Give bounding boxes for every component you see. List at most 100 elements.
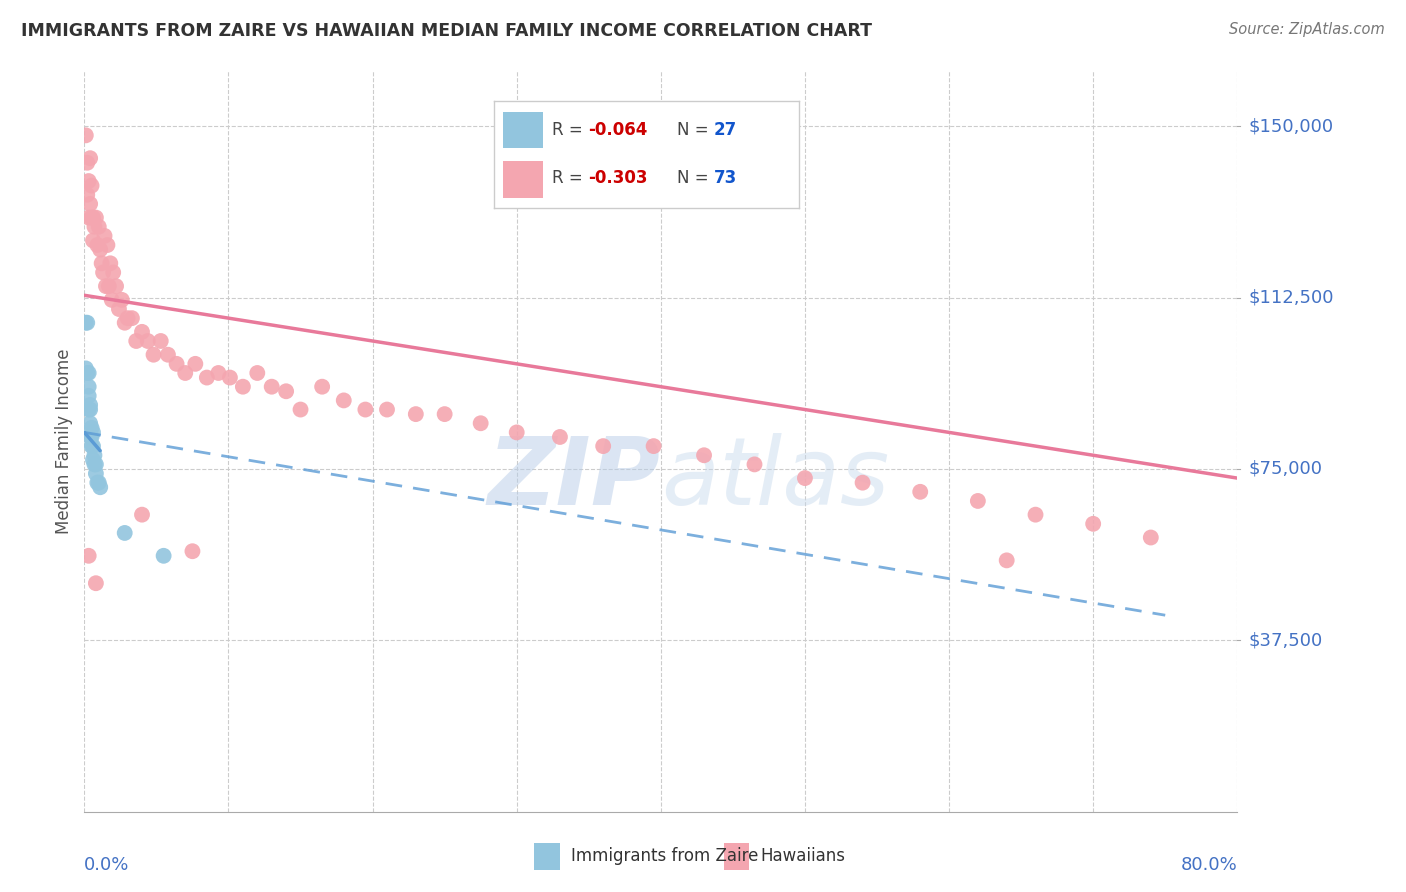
Point: [433, 407, 456, 421]
Point: [94, 279, 117, 293]
Point: [80, 430, 103, 444]
Point: [82, 234, 104, 248]
Point: [207, 366, 229, 380]
Point: [744, 458, 766, 472]
Point: [910, 484, 932, 499]
Point: [79, 417, 101, 431]
Point: [506, 425, 529, 440]
Point: [333, 393, 356, 408]
Point: [149, 334, 172, 348]
Point: [83, 458, 105, 472]
Point: [80, 211, 103, 225]
Point: [108, 301, 131, 316]
Point: [77, 402, 100, 417]
Point: [87, 219, 110, 234]
Y-axis label: Median Family Income: Median Family Income: [55, 349, 73, 534]
Point: [1025, 508, 1047, 522]
Point: [1083, 516, 1105, 531]
Point: [136, 334, 159, 348]
Text: Hawaiians: Hawaiians: [761, 847, 845, 865]
Point: [79, 430, 101, 444]
Point: [103, 265, 124, 279]
Point: [195, 370, 218, 384]
Point: [83, 219, 105, 234]
Point: [142, 348, 165, 362]
Point: [131, 325, 153, 339]
Point: [125, 334, 148, 348]
Point: [174, 366, 197, 380]
Point: [84, 211, 107, 225]
Point: [77, 211, 100, 225]
Text: 0.0%: 0.0%: [84, 856, 129, 874]
Text: $112,500: $112,500: [1249, 289, 1334, 307]
Point: [1140, 531, 1163, 545]
Point: [82, 452, 104, 467]
Point: [166, 357, 188, 371]
Point: [77, 549, 100, 563]
Point: [114, 316, 136, 330]
Point: [87, 475, 110, 490]
Text: 80.0%: 80.0%: [1181, 856, 1237, 874]
Point: [311, 380, 333, 394]
Text: atlas: atlas: [661, 433, 889, 524]
Point: [181, 544, 204, 558]
Point: [80, 439, 103, 453]
Point: [75, 128, 97, 143]
Point: [77, 389, 100, 403]
Point: [967, 494, 990, 508]
Point: [84, 458, 107, 472]
Point: [105, 279, 128, 293]
Point: [405, 407, 427, 421]
Text: $150,000: $150,000: [1249, 117, 1333, 136]
Point: [93, 228, 115, 243]
Point: [76, 187, 98, 202]
Point: [114, 525, 136, 540]
Point: [184, 357, 207, 371]
Point: [375, 402, 398, 417]
Point: [84, 576, 107, 591]
Point: [76, 155, 98, 169]
Point: [117, 311, 139, 326]
Point: [470, 417, 492, 431]
Point: [75, 361, 97, 376]
Text: IMMIGRANTS FROM ZAIRE VS HAWAIIAN MEDIAN FAMILY INCOME CORRELATION CHART: IMMIGRANTS FROM ZAIRE VS HAWAIIAN MEDIAN…: [21, 22, 872, 40]
Point: [90, 256, 112, 270]
Point: [131, 508, 153, 522]
Point: [96, 238, 118, 252]
Point: [76, 316, 98, 330]
Point: [79, 398, 101, 412]
Text: ZIP: ZIP: [488, 433, 661, 524]
Point: [592, 439, 614, 453]
Text: $75,000: $75,000: [1249, 460, 1323, 478]
Point: [89, 480, 111, 494]
Point: [75, 316, 97, 330]
Point: [354, 402, 377, 417]
Text: Source: ZipAtlas.com: Source: ZipAtlas.com: [1229, 22, 1385, 37]
Point: [219, 370, 242, 384]
Point: [794, 471, 817, 485]
Point: [232, 380, 254, 394]
Point: [643, 439, 665, 453]
Point: [79, 197, 101, 211]
Point: [290, 402, 312, 417]
Point: [82, 425, 104, 440]
Point: [86, 238, 108, 252]
Point: [77, 380, 100, 394]
Point: [260, 380, 283, 394]
Point: [89, 243, 111, 257]
Point: [83, 448, 105, 462]
Point: [77, 174, 100, 188]
Point: [995, 553, 1018, 567]
Point: [693, 448, 716, 462]
Point: [91, 265, 114, 279]
Point: [82, 439, 104, 453]
Point: [246, 366, 269, 380]
Point: [79, 151, 101, 165]
Point: [84, 467, 107, 481]
Text: $37,500: $37,500: [1249, 632, 1323, 649]
Point: [100, 293, 122, 307]
Point: [276, 384, 298, 399]
Point: [77, 366, 100, 380]
Point: [80, 421, 103, 435]
Point: [111, 293, 134, 307]
